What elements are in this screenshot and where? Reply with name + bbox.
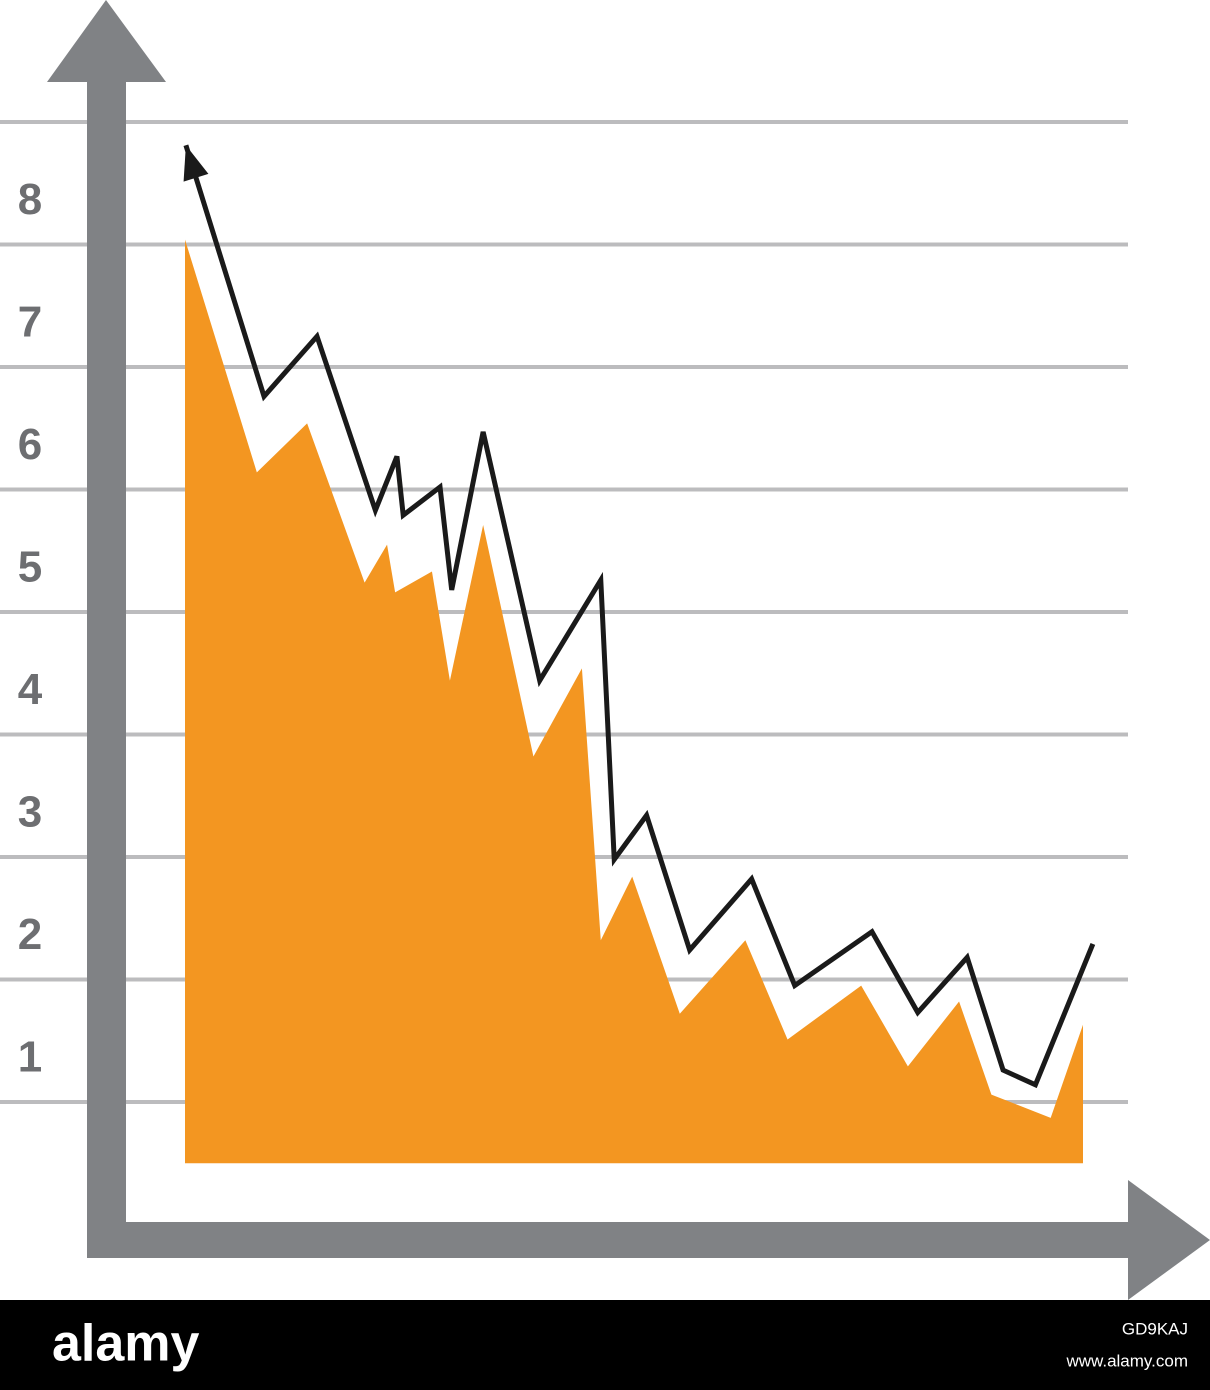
x-axis-arrow [1128, 1180, 1210, 1300]
url: www.alamy.com [1065, 1351, 1188, 1370]
y-axis-arrow [47, 0, 166, 82]
y-axis [87, 80, 126, 1258]
line [183, 144, 1096, 1089]
image-id: GD9KAJ [1122, 1319, 1188, 1338]
x-axis [87, 1222, 1132, 1258]
y-tick-label: 3 [18, 787, 42, 836]
y-tick-label: 7 [18, 297, 42, 346]
y-tick-label: 4 [18, 665, 43, 714]
y-tick-label: 6 [18, 420, 42, 469]
y-tick-label: 8 [18, 175, 42, 224]
y-tick-label: 5 [18, 542, 42, 591]
y-tick-label: 2 [18, 910, 42, 959]
brand: alamy [52, 1315, 200, 1373]
line-arrowhead [183, 145, 209, 182]
footer-bar [0, 1300, 1210, 1390]
area [185, 239, 1083, 1164]
plot: 1 2 3 4 5 6 7 8 [0, 0, 1210, 1300]
y-tick-label: 1 [18, 1032, 42, 1081]
